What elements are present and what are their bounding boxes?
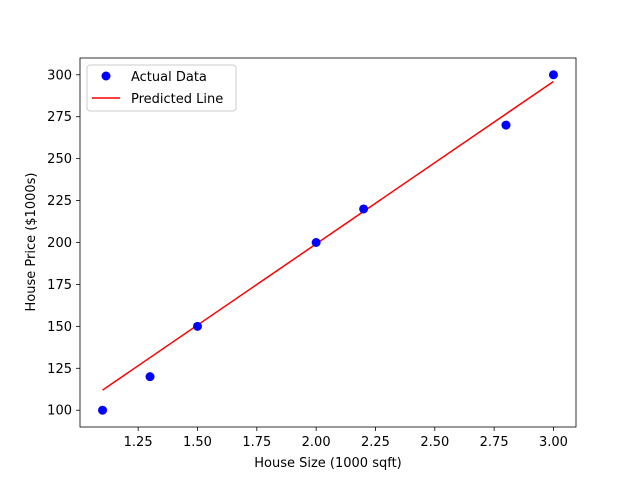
y-tick-label: 125 xyxy=(47,362,72,377)
y-tick-label: 150 xyxy=(47,320,72,335)
data-point xyxy=(359,204,369,214)
legend-marker-scatter xyxy=(101,71,111,81)
data-point xyxy=(98,405,108,415)
x-tick-label: 2.75 xyxy=(480,435,509,450)
y-tick-label: 100 xyxy=(47,404,72,419)
x-tick-label: 1.75 xyxy=(242,435,271,450)
data-point xyxy=(145,372,155,382)
x-tick-label: 2.50 xyxy=(420,435,449,450)
series-line-1 xyxy=(102,80,554,391)
data-point xyxy=(311,238,321,247)
x-axis-label: House Size (1000 sqft) xyxy=(254,456,402,471)
x-tick-label: 1.50 xyxy=(183,435,212,450)
x-tick-label: 1.25 xyxy=(124,435,153,450)
plot-area xyxy=(98,70,558,415)
y-tick-label: 200 xyxy=(47,236,72,251)
y-tick-label: 300 xyxy=(47,68,72,83)
data-point xyxy=(501,120,511,130)
data-point xyxy=(192,321,202,331)
x-tick-label: 3.00 xyxy=(539,435,568,450)
y-tick-label: 250 xyxy=(47,152,72,167)
legend-box xyxy=(86,64,237,112)
y-tick-label: 175 xyxy=(47,278,72,293)
x-tick-label: 2.00 xyxy=(302,435,331,450)
x-tick-label: 2.25 xyxy=(361,435,390,450)
legend-label: Predicted Line xyxy=(131,92,223,107)
data-point xyxy=(548,70,558,80)
legend-label: Actual Data xyxy=(131,70,207,85)
legend: Actual Data Predicted Line xyxy=(86,64,237,112)
y-tick-label: 275 xyxy=(47,110,72,125)
y-axis-label: House Price ($1000s) xyxy=(24,173,39,312)
axes: 1.25 1.50 1.75 2.00 2.25 2.50 2.75 3.00 100 125 15… xyxy=(47,57,577,450)
y-tick-label: 225 xyxy=(47,194,72,209)
